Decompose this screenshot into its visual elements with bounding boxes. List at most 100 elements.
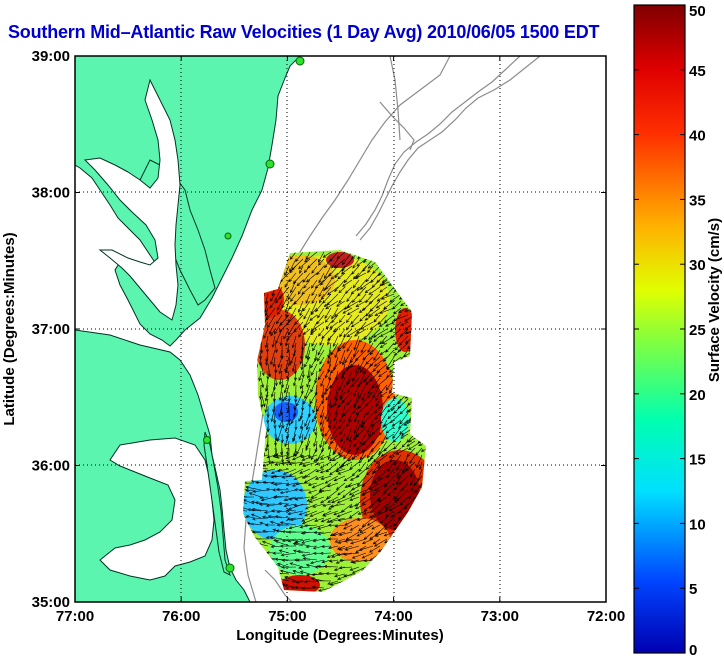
current-vector-arrow — [367, 265, 374, 274]
current-vector-arrow — [269, 535, 283, 540]
current-vector-arrow — [367, 454, 374, 463]
current-vector-arrow — [343, 524, 353, 530]
current-vector-arrow — [359, 433, 367, 446]
current-vector-arrow — [302, 461, 318, 467]
colorbar-tick-label: 25 — [689, 322, 706, 339]
current-vector-arrow — [333, 412, 339, 422]
current-vector-arrow — [311, 482, 325, 489]
current-vector-arrow — [406, 447, 416, 458]
current-vector-arrow — [327, 447, 332, 461]
current-vector-arrow — [299, 377, 304, 390]
current-vector-arrow — [361, 489, 374, 496]
current-vector-arrow — [311, 293, 318, 305]
current-vector-arrow — [397, 307, 409, 313]
current-vector-arrow — [374, 531, 388, 537]
current-vector-arrow — [359, 363, 367, 373]
current-vector-arrow — [303, 307, 311, 320]
colorbar-tick-label: 5 — [689, 581, 697, 598]
current-vector-arrow — [281, 293, 290, 309]
current-vector-arrow — [319, 412, 325, 426]
current-vector-arrow — [277, 356, 283, 368]
current-vector-arrow — [278, 405, 283, 418]
current-vector-arrow — [283, 377, 290, 394]
current-vector-arrow — [363, 559, 374, 563]
current-vector-arrow — [303, 265, 311, 274]
current-vector-arrow — [270, 328, 276, 337]
y-axis-ticks: 39:00 38:00 37:00 36:00 35:00 — [32, 48, 606, 611]
current-vector-arrow — [275, 488, 290, 492]
current-vector-arrow — [346, 293, 353, 303]
current-vector-arrow — [393, 307, 402, 315]
current-vector-arrow — [348, 489, 360, 496]
current-vector-arrow — [353, 433, 360, 441]
current-vector-arrow — [330, 272, 339, 280]
current-vector-arrow — [299, 349, 304, 365]
current-vector-arrow — [368, 286, 381, 295]
current-vector-arrow — [313, 531, 325, 535]
current-vector-arrow — [410, 475, 416, 486]
current-vector-arrow — [373, 454, 381, 463]
current-vector-arrow — [279, 569, 297, 575]
current-vector-arrow — [278, 370, 283, 386]
current-vector-arrow — [269, 321, 276, 335]
current-vector-arrow — [293, 541, 311, 547]
current-vector-arrow — [281, 412, 285, 429]
current-vector-arrow — [245, 485, 262, 491]
current-vector-arrow — [298, 488, 311, 492]
current-vector-arrow — [353, 419, 360, 434]
current-vector-arrow — [399, 426, 409, 435]
current-vector-arrow — [311, 265, 318, 274]
colorbar-tick-label: 15 — [689, 452, 706, 469]
current-vector-arrow — [243, 494, 248, 498]
current-vector-arrow — [338, 531, 353, 536]
current-vector-arrow — [336, 545, 346, 550]
current-vector-arrow — [364, 314, 374, 321]
current-vector-arrow — [400, 321, 409, 326]
current-vector-arrow — [337, 272, 346, 280]
current-vector-arrow — [259, 384, 263, 400]
current-vector-arrow — [342, 335, 353, 349]
current-vector-arrow — [390, 510, 402, 518]
current-vector-arrow — [264, 398, 269, 414]
current-vector-arrow — [318, 258, 325, 266]
current-vector-arrow — [366, 419, 374, 434]
colorbar-tick-label: 45 — [689, 63, 706, 80]
radar-sites — [203, 56, 305, 573]
current-vector-arrow — [315, 468, 325, 473]
current-vector-arrow — [313, 454, 325, 462]
current-vector-arrow — [339, 328, 346, 338]
current-vector-arrow — [278, 501, 290, 506]
current-vector-arrow — [314, 517, 325, 522]
current-vector-arrow — [274, 286, 283, 302]
current-vector-arrow — [281, 447, 285, 463]
current-vector-arrow — [284, 265, 290, 277]
current-vector-arrow — [365, 377, 374, 386]
current-vector-arrow — [276, 314, 283, 325]
current-vector-arrow — [415, 447, 423, 456]
current-vector-arrow — [328, 419, 332, 429]
current-vector-arrow — [374, 412, 381, 420]
current-vector-arrow — [291, 258, 304, 271]
current-vector-arrow — [329, 454, 339, 462]
current-vector-arrow — [395, 489, 409, 502]
current-vector-arrow — [339, 426, 346, 436]
current-vector-arrow — [354, 412, 360, 423]
current-vector-arrow — [287, 286, 297, 301]
current-vector-arrow — [356, 517, 367, 521]
current-vector-arrow — [264, 335, 269, 349]
current-vector-arrow — [306, 349, 311, 361]
current-vector-arrow — [327, 496, 339, 503]
current-vector-arrow — [288, 496, 304, 501]
current-vector-arrow — [307, 489, 318, 494]
current-vector-arrow — [301, 454, 318, 461]
current-vector-arrow — [383, 524, 395, 530]
current-vector-arrow — [371, 524, 381, 530]
current-vector-arrow — [271, 335, 276, 348]
current-vector-arrow — [334, 524, 346, 528]
current-vector-arrow — [251, 508, 269, 512]
current-vector-arrow — [369, 335, 374, 344]
current-vector-arrow — [305, 545, 318, 549]
current-vector-arrow — [350, 538, 367, 545]
current-vector-arrow — [364, 286, 374, 294]
current-vector-arrow — [284, 419, 290, 433]
